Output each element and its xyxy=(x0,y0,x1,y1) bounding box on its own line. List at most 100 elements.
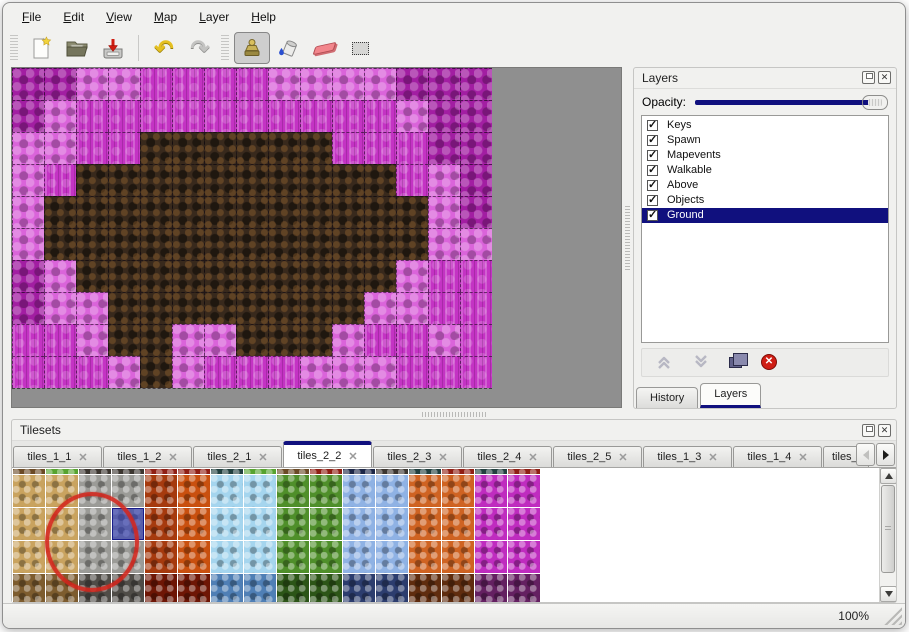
tileset-tile[interactable] xyxy=(442,469,474,474)
layer-checkbox[interactable]: ✓ xyxy=(647,148,658,161)
layer-row-ground[interactable]: ✓ Ground xyxy=(642,207,888,223)
tileset-tile[interactable] xyxy=(475,508,507,540)
tileset-tab-tiles_1_2[interactable]: tiles_1_2 ✕ xyxy=(103,446,192,467)
tileset-tile[interactable] xyxy=(310,469,342,474)
tileset-tile[interactable] xyxy=(211,541,243,573)
menu-edit[interactable]: Edit xyxy=(63,9,85,24)
tileset-tile[interactable] xyxy=(409,508,441,540)
tileset-tile[interactable] xyxy=(112,574,144,602)
tileset-tile[interactable] xyxy=(508,574,540,602)
layer-row-above[interactable]: ✓ Above xyxy=(642,178,888,193)
tileset-tile[interactable] xyxy=(277,541,309,573)
tileset-tile[interactable] xyxy=(508,469,540,474)
opacity-slider-track[interactable] xyxy=(695,99,882,105)
tileset-tile[interactable] xyxy=(46,469,78,474)
open-map-button[interactable] xyxy=(59,32,95,64)
tileset-tile[interactable] xyxy=(178,574,210,602)
scroll-tabs-right-button[interactable] xyxy=(876,443,895,466)
tileset-tile[interactable] xyxy=(409,541,441,573)
map-canvas[interactable] xyxy=(12,68,492,389)
fill-tool-button[interactable] xyxy=(270,32,306,64)
menu-file[interactable]: File xyxy=(22,9,42,24)
layer-checkbox[interactable]: ✓ xyxy=(647,133,658,146)
layer-checkbox[interactable]: ✓ xyxy=(647,178,658,191)
tileset-tile[interactable] xyxy=(13,508,45,540)
duplicate-layer-button[interactable] xyxy=(729,352,748,368)
tileset-tile[interactable] xyxy=(13,541,45,573)
tileset-tile[interactable] xyxy=(442,541,474,573)
tileset-tile[interactable] xyxy=(244,508,276,540)
tileset-tab-tiles_2_4[interactable]: tiles_2_4 ✕ xyxy=(463,446,552,467)
tileset-tile[interactable] xyxy=(442,475,474,507)
layer-checkbox[interactable]: ✓ xyxy=(647,193,658,206)
tileset-tile[interactable] xyxy=(343,574,375,602)
menu-map[interactable]: Map xyxy=(153,9,178,24)
float-panel-button[interactable] xyxy=(862,423,875,437)
tab-layers[interactable]: Layers xyxy=(700,382,762,408)
tileset-tile[interactable] xyxy=(343,469,375,474)
tab-close-icon[interactable]: ✕ xyxy=(258,451,268,464)
tileset-tile[interactable] xyxy=(211,574,243,602)
tab-close-icon[interactable]: ✕ xyxy=(708,451,718,464)
delete-layer-button[interactable]: ✕ xyxy=(761,354,777,371)
tab-close-icon[interactable]: ✕ xyxy=(618,451,628,464)
tab-close-icon[interactable]: ✕ xyxy=(438,451,448,464)
lower-layer-button[interactable] xyxy=(692,354,710,370)
vertical-splitter[interactable] xyxy=(622,67,633,409)
tileset-tile[interactable] xyxy=(376,574,408,602)
undo-button[interactable]: ↶ xyxy=(146,32,182,64)
tileset-tile[interactable] xyxy=(343,508,375,540)
scroll-tabs-left-button[interactable] xyxy=(856,443,875,466)
tileset-tile[interactable] xyxy=(145,508,177,540)
horizontal-splitter[interactable] xyxy=(3,409,905,419)
tileset-tile[interactable] xyxy=(13,469,45,474)
new-map-button[interactable] xyxy=(23,32,59,64)
tileset-tile[interactable] xyxy=(475,475,507,507)
eraser-tool-button[interactable] xyxy=(306,32,342,64)
tileset-tile[interactable] xyxy=(244,469,276,474)
tileset-scrollbar[interactable] xyxy=(879,468,896,602)
layer-checkbox[interactable]: ✓ xyxy=(647,208,658,221)
tab-close-icon[interactable]: ✕ xyxy=(78,451,88,464)
close-panel-button[interactable]: ✕ xyxy=(878,423,891,437)
tileset-tile[interactable] xyxy=(244,475,276,507)
tileset-tile[interactable] xyxy=(310,574,342,602)
tileset-tab-tiles_2_1[interactable]: tiles_2_1 ✕ xyxy=(193,446,282,467)
tileset-tile[interactable] xyxy=(376,541,408,573)
tileset-tile[interactable] xyxy=(508,475,540,507)
tileset-tile[interactable] xyxy=(145,574,177,602)
tileset-tile[interactable] xyxy=(277,574,309,602)
menu-help[interactable]: Help xyxy=(251,9,276,24)
raise-layer-button[interactable] xyxy=(655,354,673,370)
tileset-tab-tiles_2_2[interactable]: tiles_2_2 ✕ xyxy=(283,441,372,467)
layer-row-objects[interactable]: ✓ Objects xyxy=(642,193,888,208)
scrollbar-down-button[interactable] xyxy=(880,586,896,602)
tileset-tile[interactable] xyxy=(178,469,210,474)
tileset-tile[interactable] xyxy=(79,469,111,474)
menu-layer[interactable]: Layer xyxy=(199,9,230,24)
tileset-tile[interactable] xyxy=(178,508,210,540)
layer-checkbox[interactable]: ✓ xyxy=(647,118,658,131)
tileset-tile[interactable] xyxy=(409,469,441,474)
layer-row-walkable[interactable]: ✓ Walkable xyxy=(642,163,888,178)
tileset-tile[interactable] xyxy=(178,541,210,573)
window-resize-grip[interactable] xyxy=(881,607,902,625)
tileset-tile[interactable] xyxy=(145,541,177,573)
tileset-tile[interactable] xyxy=(409,475,441,507)
tab-history[interactable]: History xyxy=(636,386,699,408)
tileset-tile[interactable] xyxy=(211,508,243,540)
tileset-tile[interactable] xyxy=(475,541,507,573)
tileset-tile[interactable] xyxy=(46,475,78,507)
tileset-tile[interactable] xyxy=(409,574,441,602)
select-tool-button[interactable] xyxy=(342,32,378,64)
tileset-tile[interactable] xyxy=(343,541,375,573)
tileset-tile[interactable] xyxy=(112,469,144,474)
tileset-tile[interactable] xyxy=(310,475,342,507)
tileset-tile[interactable] xyxy=(343,475,375,507)
tileset-tile[interactable] xyxy=(310,508,342,540)
tileset-tile[interactable] xyxy=(211,469,243,474)
float-panel-button[interactable] xyxy=(862,71,875,85)
tileset-tab-tiles_1_4[interactable]: tiles_1_4 ✕ xyxy=(733,446,822,467)
opacity-slider[interactable] xyxy=(695,94,888,110)
tileset-tile[interactable] xyxy=(13,475,45,507)
